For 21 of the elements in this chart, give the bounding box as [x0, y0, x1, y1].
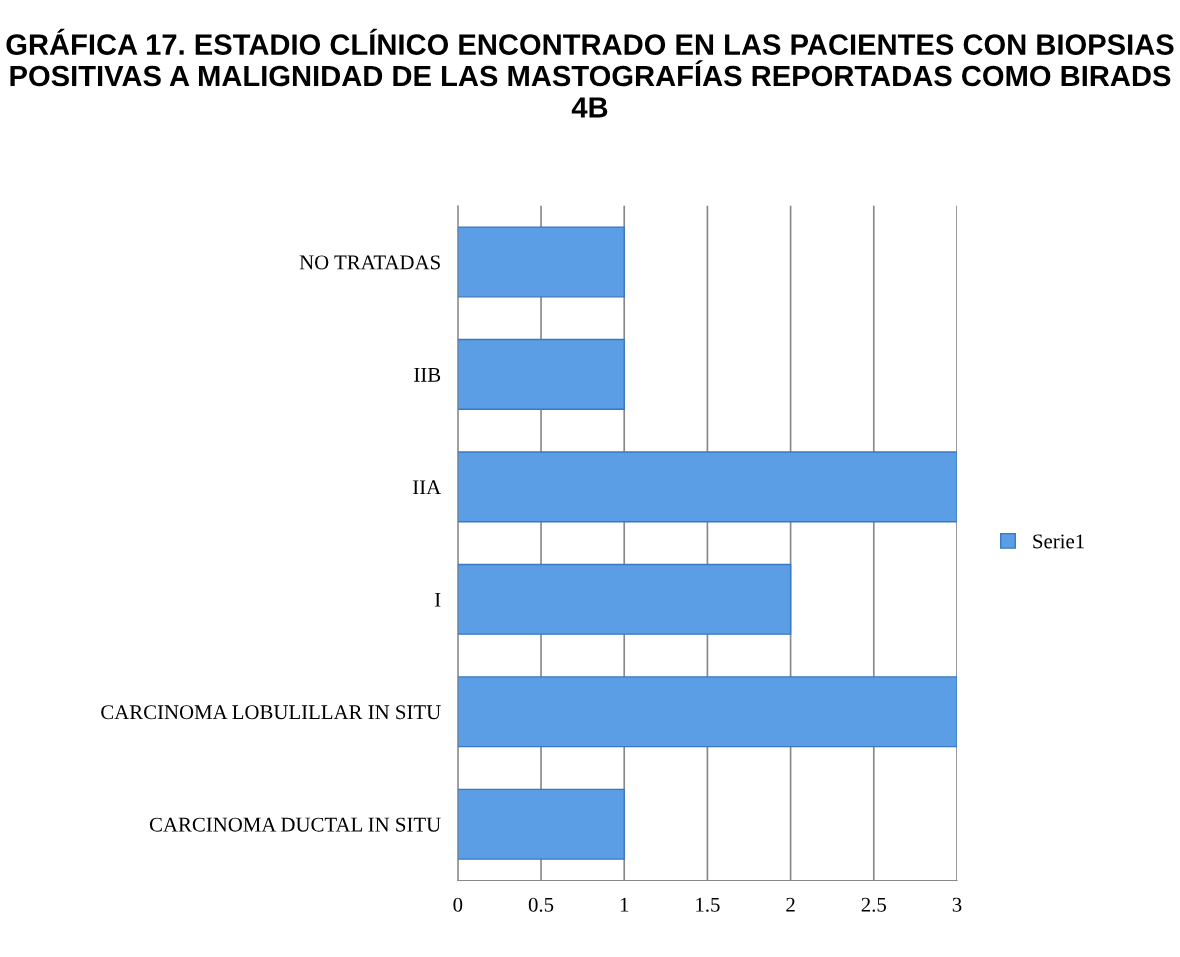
- chart-title: GRÁFICA 17. ESTADIO CLÍNICO ENCONTRADO EN LAS PACIENTES CON BIOPSIAS POSITIVAS A MALIGNIDAD DE LAS MASTOGRAFÍAS REPORTADAS COMO BIRADS 4B: [6, 28, 1174, 118]
- bar: [457, 451, 957, 523]
- legend-label: Serie1: [1033, 534, 1084, 549]
- bar: [457, 563, 792, 635]
- x-tick-label: 1.5: [696, 897, 720, 912]
- y-tick-label: CARCINOMA LOBULILLAR IN SITU: [101, 705, 441, 720]
- bar: [457, 788, 625, 860]
- x-tick-label: 2.5: [861, 897, 886, 912]
- y-tick-label: I: [434, 592, 441, 607]
- bar: [457, 338, 625, 410]
- y-tick-label: IIB: [414, 368, 441, 382]
- bar: [457, 226, 625, 298]
- x-tick-label: 0: [453, 897, 463, 912]
- x-tick-label: 3: [952, 897, 962, 912]
- y-tick-label: IIA: [413, 480, 442, 495]
- y-tick-label: NO TRATADAS: [299, 255, 440, 270]
- bar: [457, 676, 957, 748]
- x-tick-label: 2: [786, 897, 795, 912]
- x-tick-label: 1: [620, 897, 629, 912]
- y-tick-label: CARCINOMA DUCTAL IN SITU: [149, 817, 441, 832]
- x-tick-label: 0.5: [528, 897, 554, 912]
